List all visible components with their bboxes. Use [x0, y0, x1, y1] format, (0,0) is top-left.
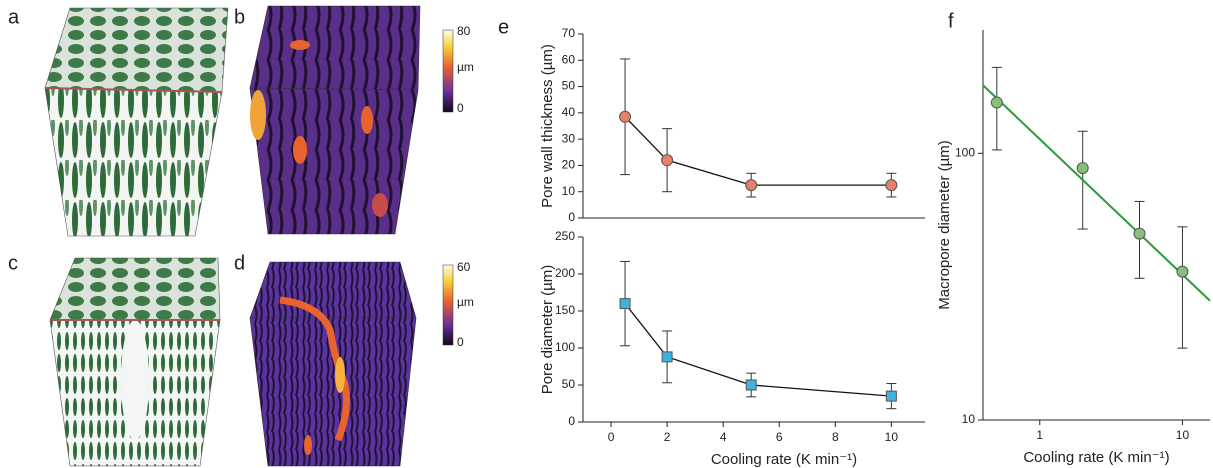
y-tick-label: 0 — [568, 210, 575, 224]
y-tick-label: 50 — [562, 377, 576, 391]
render-a — [44, 7, 229, 237]
y-tick-label: 30 — [562, 131, 576, 145]
y-axis-label: Pore diameter (µm) — [539, 265, 556, 395]
marker — [885, 390, 897, 402]
line — [624, 303, 892, 397]
x-tick-label: 0 — [608, 430, 615, 444]
y-tick-label: 60 — [562, 52, 576, 66]
colorbar — [442, 264, 454, 346]
marker — [619, 298, 631, 310]
marker — [885, 179, 898, 192]
x-tick-label: 10 — [885, 430, 899, 444]
colorbar-min: 0 — [457, 101, 464, 115]
y-tick-label: 100 — [955, 145, 975, 159]
panel-label: e — [498, 16, 509, 38]
y-tick-label: 40 — [562, 105, 576, 119]
x-tick-label: 8 — [832, 430, 839, 444]
panel-label: f — [948, 10, 954, 32]
colorbar-unit: µm — [457, 60, 474, 74]
colorbar — [442, 29, 454, 113]
y-tick-label: 150 — [555, 303, 575, 317]
panel-label: b — [234, 6, 245, 28]
panel-label: c — [8, 252, 18, 274]
x-tick-label: 1 — [1036, 428, 1043, 442]
panel-label: a — [8, 6, 20, 28]
x-tick-label: 2 — [664, 430, 671, 444]
marker — [661, 351, 673, 363]
colorbar-max: 80 — [457, 24, 471, 38]
marker — [661, 154, 674, 167]
panel-label: d — [234, 252, 245, 274]
y-tick-label: 20 — [562, 158, 576, 172]
x-tick-label: 6 — [776, 430, 783, 444]
x-axis-label: Cooling rate (K min⁻¹) — [711, 451, 857, 468]
colorbar-min: 0 — [457, 335, 464, 349]
colorbar-unit: µm — [457, 295, 474, 309]
render-c — [49, 257, 221, 467]
x-tick-label: 4 — [720, 430, 727, 444]
marker — [745, 379, 757, 391]
y-tick-label: 250 — [555, 229, 575, 243]
marker — [619, 110, 632, 123]
marker — [745, 179, 758, 192]
y-tick-label: 0 — [568, 414, 575, 428]
marker — [1076, 162, 1089, 175]
render-b — [249, 5, 421, 235]
render-d — [249, 261, 417, 467]
fit-line — [982, 84, 1211, 302]
y-tick-label: 100 — [555, 340, 575, 354]
marker — [990, 96, 1003, 109]
y-axis-label: Macropore diameter (µm) — [936, 140, 953, 310]
marker — [1176, 265, 1189, 278]
y-axis-label: Pore wall thickness (µm) — [539, 44, 556, 208]
y-tick-label: 200 — [555, 266, 575, 280]
marker — [1133, 227, 1146, 240]
y-tick-label: 10 — [962, 412, 976, 426]
y-tick-label: 50 — [562, 79, 576, 93]
colorbar-max: 60 — [457, 260, 471, 274]
line — [624, 116, 892, 186]
y-tick-label: 10 — [562, 184, 576, 198]
y-tick-label: 70 — [562, 26, 576, 40]
x-axis-label: Cooling rate (K min⁻¹) — [1023, 449, 1169, 466]
x-tick-label: 10 — [1176, 428, 1190, 442]
